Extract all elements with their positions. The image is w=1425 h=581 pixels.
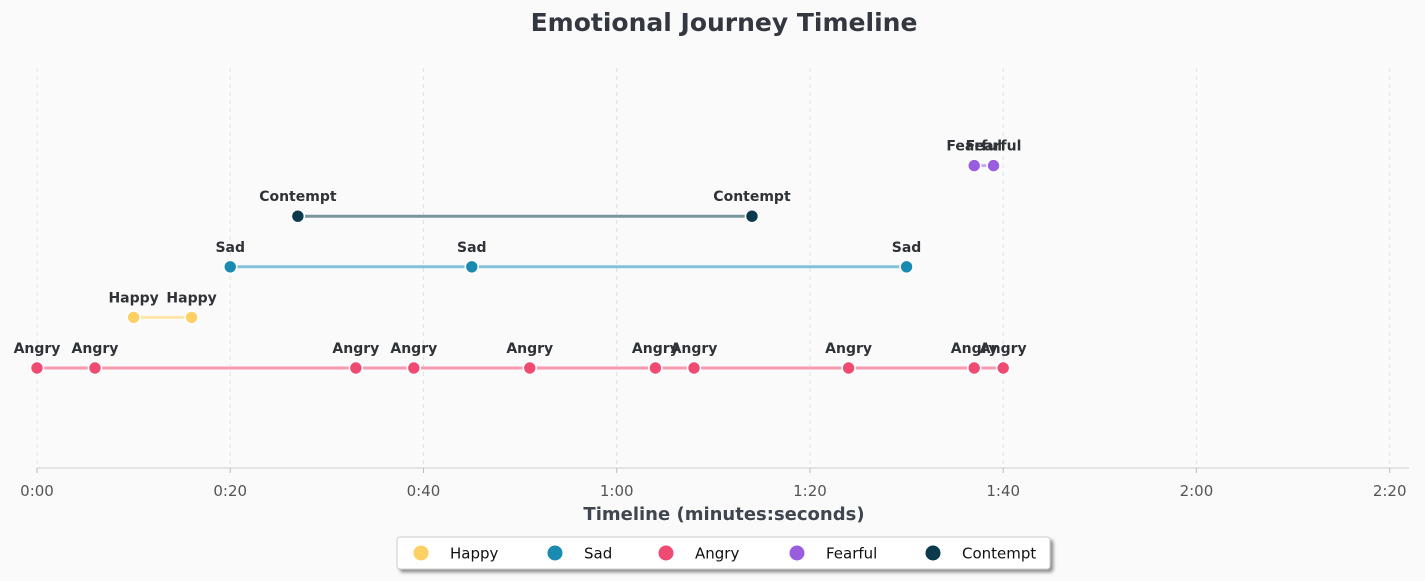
- x-tick-label: 0:20: [213, 482, 247, 500]
- point-label: Fearful: [966, 139, 1022, 155]
- point-label: Angry: [390, 341, 437, 357]
- data-point-sad: [222, 259, 238, 275]
- x-tick-label: 0:40: [407, 482, 441, 500]
- legend-marker-fearful: [789, 545, 805, 561]
- data-point-fearful: [986, 158, 1001, 173]
- point-label: Angry: [632, 341, 679, 357]
- point-label: Sad: [215, 240, 245, 256]
- legend-marker-angry: [658, 545, 674, 561]
- point-label: Sad: [457, 240, 487, 256]
- data-point-angry: [995, 360, 1011, 376]
- point-label: Contempt: [713, 189, 791, 205]
- legend-label: Angry: [695, 545, 739, 563]
- data-point-happy: [184, 310, 199, 325]
- data-point-angry: [87, 360, 103, 376]
- point-label: Contempt: [259, 189, 337, 205]
- data-point-angry: [648, 360, 663, 376]
- legend-label: Fearful: [826, 545, 877, 563]
- legend-marker-contempt: [925, 545, 941, 561]
- data-point-angry: [522, 360, 538, 376]
- data-point-angry: [406, 360, 422, 376]
- x-tick-label: 1:40: [986, 482, 1020, 500]
- data-point-sad: [899, 259, 914, 275]
- data-point-fearful: [966, 158, 982, 173]
- x-tick-label: 0:00: [20, 482, 54, 500]
- data-point-sad: [464, 259, 480, 275]
- legend-items: Happy Sad Angry Fearful Contempt: [413, 545, 1036, 563]
- legend-label: Happy: [450, 545, 499, 563]
- data-point-angry: [841, 360, 856, 376]
- x-axis-label: Timeline (minutes:seconds): [583, 504, 864, 525]
- legend-label: Sad: [584, 545, 612, 563]
- point-label: Angry: [14, 341, 61, 357]
- x-axis-ticks: 0:00 0:20 0:40 1:00 1:20 1:40 2:00 2:20: [20, 468, 1407, 500]
- legend-box: [396, 536, 1051, 570]
- data-point-angry: [348, 360, 364, 376]
- legend-marker-happy: [413, 545, 429, 561]
- data-point-angry: [29, 360, 45, 376]
- data-point-contempt: [290, 208, 306, 224]
- data-point-happy: [126, 310, 141, 325]
- point-label: Fearful: [946, 139, 1002, 155]
- x-tick-label: 2:00: [1180, 482, 1214, 500]
- x-tick-label: 1:20: [793, 482, 827, 500]
- point-label: Angry: [332, 341, 379, 357]
- x-tick-label: 1:00: [600, 482, 634, 500]
- point-label: Angry: [72, 341, 119, 357]
- x-tick-label: 2:20: [1373, 482, 1407, 500]
- point-label: Happy: [108, 290, 158, 306]
- legend: Happy Sad Angry Fearful Contempt: [396, 536, 1051, 570]
- legend-label: Contempt: [962, 545, 1036, 563]
- data-point-contempt: [744, 208, 760, 224]
- point-label: Sad: [892, 240, 922, 256]
- chart-title: Emotional Journey Timeline: [531, 8, 918, 37]
- point-label: Angry: [506, 341, 553, 357]
- point-label: Angry: [980, 341, 1027, 357]
- point-label: Angry: [671, 341, 718, 357]
- point-label: Happy: [166, 290, 216, 306]
- point-label: Angry: [951, 341, 998, 357]
- data-point-angry: [966, 360, 982, 376]
- data-point-angry: [686, 360, 702, 376]
- legend-marker-sad: [547, 545, 563, 561]
- point-label: Angry: [825, 341, 872, 357]
